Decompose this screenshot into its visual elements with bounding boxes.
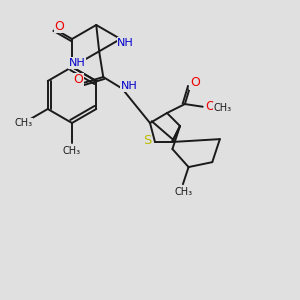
Text: CH₃: CH₃ [63,146,81,156]
Text: NH: NH [121,82,137,92]
Text: CH₃: CH₃ [14,118,33,128]
Text: O: O [205,100,214,113]
Text: CH₃: CH₃ [175,187,193,197]
Text: O: O [55,20,64,32]
Text: O: O [73,73,83,86]
Text: NH: NH [69,58,86,68]
Text: NH: NH [117,38,134,48]
Text: CH₃: CH₃ [214,103,232,113]
Text: O: O [190,76,200,89]
Text: S: S [143,134,151,148]
